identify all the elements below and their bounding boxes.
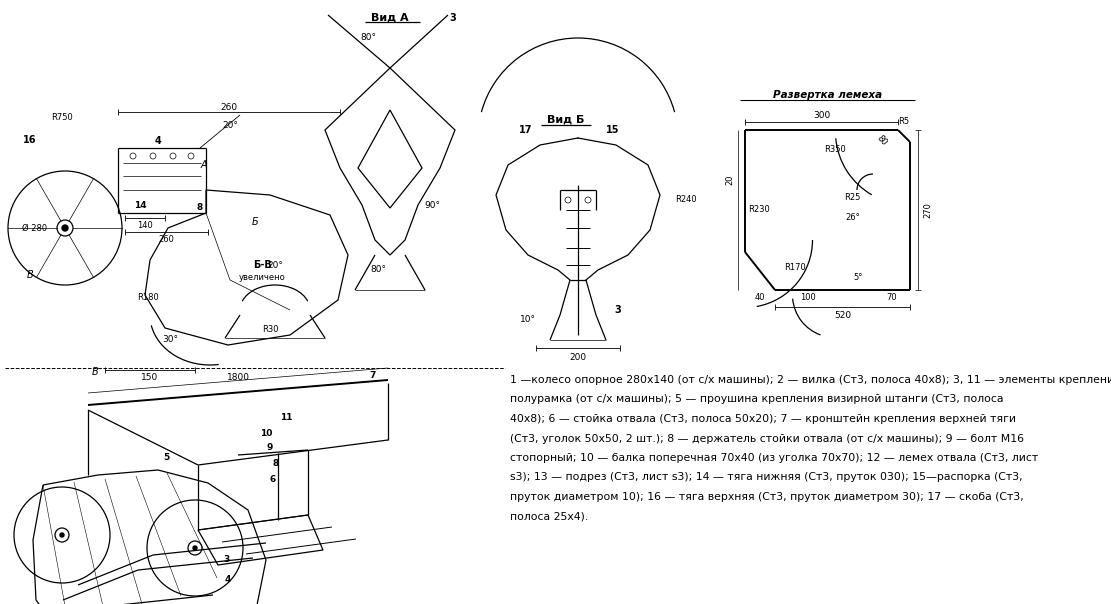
Text: 260: 260 — [220, 103, 238, 112]
Text: 11: 11 — [280, 413, 292, 422]
Text: 300: 300 — [813, 112, 831, 121]
Text: 80°: 80° — [370, 266, 386, 274]
Text: 100: 100 — [800, 294, 815, 303]
Text: 260: 260 — [158, 236, 174, 245]
Text: 20°: 20° — [267, 260, 283, 269]
Text: s3); 13 — подрез (Ст3, лист s3); 14 — тяга нижняя (Ст3, пруток 030); 15—распорка: s3); 13 — подрез (Ст3, лист s3); 14 — тя… — [510, 472, 1022, 483]
Text: R230: R230 — [748, 205, 770, 214]
Text: R30: R30 — [262, 326, 278, 335]
Text: 70: 70 — [887, 294, 898, 303]
Text: R240: R240 — [675, 196, 697, 205]
Text: 10: 10 — [260, 428, 272, 437]
Text: 1800: 1800 — [227, 373, 250, 382]
Text: 3: 3 — [450, 13, 457, 23]
Text: 15: 15 — [607, 125, 620, 135]
Text: 16: 16 — [23, 135, 37, 145]
Text: 7: 7 — [370, 370, 377, 379]
Text: 4: 4 — [224, 576, 231, 585]
Text: 90°: 90° — [424, 201, 440, 210]
Text: 150: 150 — [141, 373, 159, 382]
Text: (Ст3, уголок 50x50, 2 шт.); 8 — держатель стойки отвала (от с/х машины); 9 — бол: (Ст3, уголок 50x50, 2 шт.); 8 — держател… — [510, 434, 1024, 443]
Text: A: A — [201, 160, 208, 170]
Text: 6: 6 — [270, 475, 277, 484]
Text: В: В — [91, 367, 99, 377]
Text: пруток диаметром 10); 16 — тяга верхняя (Ст3, пруток диаметром 30); 17 — скоба (: пруток диаметром 10); 16 — тяга верхняя … — [510, 492, 1023, 502]
Text: 4: 4 — [154, 136, 161, 146]
Text: Ø 280: Ø 280 — [22, 223, 47, 233]
Text: 26°: 26° — [845, 213, 860, 222]
Text: 40x8); 6 — стойка отвала (Ст3, полоса 50x20); 7 — кронштейн крепления верхней тя: 40x8); 6 — стойка отвала (Ст3, полоса 50… — [510, 414, 1015, 424]
Text: 3: 3 — [223, 556, 229, 565]
Text: 200: 200 — [570, 353, 587, 362]
Text: 1 —колесо опорное 280x140 (от с/х машины); 2 — вилка (Ст3, полоса 40x8); 3, 11 —: 1 —колесо опорное 280x140 (от с/х машины… — [510, 375, 1111, 385]
Text: 520: 520 — [834, 310, 851, 320]
Text: стопорный; 10 — балка поперечная 70x40 (из уголка 70x70); 12 — лемех отвала (Ст3: стопорный; 10 — балка поперечная 70x40 (… — [510, 453, 1039, 463]
Text: 17: 17 — [519, 125, 533, 135]
Text: Развертка лемеха: Развертка лемеха — [773, 90, 882, 100]
Text: Б: Б — [251, 217, 259, 227]
Text: 80: 80 — [875, 133, 889, 147]
Text: R350: R350 — [824, 146, 845, 155]
Circle shape — [62, 225, 68, 231]
Text: 8: 8 — [273, 458, 279, 467]
Text: 20: 20 — [725, 175, 734, 185]
Text: полурамка (от с/х машины); 5 — проушина крепления визирной штанги (Ст3, полоса: полурамка (от с/х машины); 5 — проушина … — [510, 394, 1003, 405]
Text: 30°: 30° — [162, 335, 178, 344]
Text: Б-В: Б-В — [252, 260, 271, 270]
Text: увеличено: увеличено — [239, 272, 286, 281]
Circle shape — [193, 546, 197, 550]
Text: 9: 9 — [267, 443, 273, 452]
Text: полоса 25x4).: полоса 25x4). — [510, 512, 588, 521]
Text: R25: R25 — [844, 193, 860, 202]
Text: 40: 40 — [754, 294, 765, 303]
Text: 8: 8 — [197, 202, 203, 211]
Text: 5°: 5° — [853, 274, 862, 283]
Text: 14: 14 — [133, 201, 147, 210]
Circle shape — [60, 533, 64, 537]
Text: Вид А: Вид А — [371, 13, 409, 23]
Text: 270: 270 — [923, 202, 932, 218]
Text: 80°: 80° — [360, 33, 376, 42]
Text: 3: 3 — [614, 305, 621, 315]
Text: R180: R180 — [137, 294, 159, 303]
Text: R170: R170 — [784, 263, 805, 272]
Text: 20°: 20° — [222, 121, 238, 129]
Text: R750: R750 — [51, 114, 73, 123]
Text: В: В — [27, 270, 33, 280]
Text: 140: 140 — [137, 220, 153, 230]
Text: R5: R5 — [899, 118, 910, 126]
Text: Вид Б: Вид Б — [548, 115, 584, 125]
Text: 10°: 10° — [520, 315, 536, 324]
Text: 5: 5 — [163, 452, 169, 461]
